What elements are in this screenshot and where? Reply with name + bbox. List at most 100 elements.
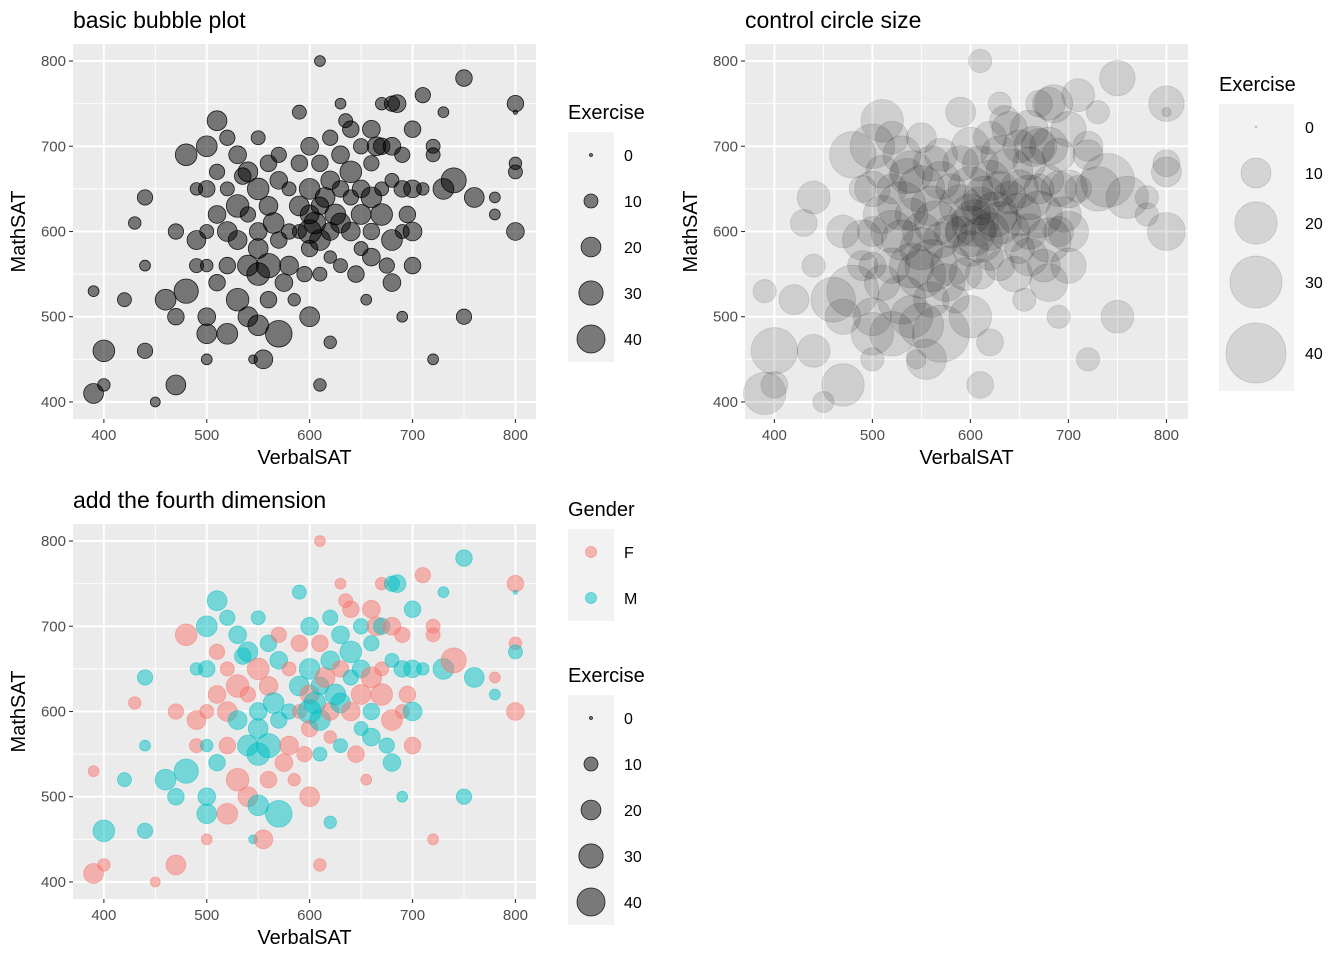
data-point: [165, 854, 187, 876]
legend-key-background: [568, 529, 614, 621]
data-point: [1147, 212, 1186, 251]
data-point: [398, 685, 417, 704]
data-point: [1040, 170, 1077, 208]
data-point: [1100, 299, 1135, 334]
panel-basic-bubble-plot: basic bubble plot 400 500 600 700 8004005006…: [8, 7, 645, 469]
data-point: [199, 224, 215, 239]
x-tick-label: 500: [194, 427, 219, 444]
data-point: [913, 200, 959, 246]
data-point: [921, 160, 961, 200]
data-point: [948, 295, 993, 339]
data-point: [154, 768, 177, 791]
data-point: [865, 155, 900, 189]
data-point: [796, 333, 831, 368]
data-point: [313, 858, 327, 872]
data-point: [1161, 107, 1172, 118]
data-point: [216, 802, 239, 825]
legend-size-key: [1225, 322, 1287, 384]
data-point: [255, 733, 282, 759]
legend-label: 10: [624, 194, 642, 211]
data-point: [374, 661, 390, 677]
data-point: [396, 310, 409, 323]
data-point: [262, 692, 285, 714]
data-point: [265, 320, 293, 348]
size-legend: Exercise 0 10 20 30 40: [1219, 74, 1323, 391]
data-point: [821, 363, 865, 407]
data-point: [117, 772, 132, 788]
data-point: [970, 212, 1010, 251]
data-point: [227, 710, 248, 730]
data-point: [331, 625, 350, 645]
x-axis-title: VerbalSAT: [919, 447, 1013, 469]
axes: 400 500 600 700 800 400 500 600 700 800: [713, 53, 1179, 444]
data-point: [225, 287, 250, 312]
data-point: [935, 173, 967, 205]
legend-size-key: [1240, 157, 1272, 189]
data-point: [427, 833, 439, 846]
x-tick-label: 800: [503, 907, 528, 924]
data-point: [174, 623, 198, 647]
data-point: [750, 327, 799, 375]
panel-control-circle-size: control circle size 400 500 600 700 80040050…: [680, 7, 1323, 469]
data-point: [200, 353, 213, 366]
legend-size-key: [589, 716, 593, 720]
data-point: [167, 703, 184, 720]
data-point: [299, 786, 320, 808]
legend-keys: 0 10 20 30 40: [576, 148, 642, 354]
data-point: [362, 119, 381, 139]
data-points: [83, 535, 525, 888]
data-point: [1020, 128, 1058, 165]
data-point: [92, 339, 116, 363]
data-point: [455, 788, 473, 805]
legend-title: Exercise: [568, 102, 645, 124]
y-tick-label: 400: [41, 394, 66, 411]
data-point: [312, 266, 328, 282]
data-point: [200, 258, 214, 273]
data-point: [1015, 190, 1063, 239]
data-point: [291, 584, 307, 600]
data-point: [899, 226, 944, 271]
data-point: [801, 253, 826, 278]
data-point: [339, 160, 363, 184]
data-point: [1152, 149, 1181, 178]
data-point: [506, 702, 525, 721]
data-point: [97, 858, 111, 872]
data-point: [290, 154, 309, 173]
data-point: [976, 328, 1004, 357]
data-point: [824, 298, 862, 335]
data-point: [877, 275, 927, 325]
data-point: [985, 148, 1034, 196]
data-point: [387, 574, 407, 593]
data-point: [860, 347, 885, 372]
y-tick-label: 700: [41, 138, 66, 155]
data-point: [873, 247, 911, 284]
data-point: [218, 256, 237, 275]
chart-title: add the fourth dimension: [73, 487, 326, 513]
axes: 400 500 600 700 800 400 500 600 700 800: [41, 533, 528, 924]
data-point: [167, 223, 184, 240]
data-point: [962, 145, 999, 182]
x-tick-label: 400: [91, 427, 116, 444]
data-point: [92, 819, 116, 843]
data-point: [136, 342, 154, 359]
data-point: [1009, 109, 1049, 149]
data-point: [360, 773, 373, 786]
data-point: [370, 683, 393, 706]
x-tick-label: 400: [762, 427, 787, 444]
data-point: [198, 180, 216, 198]
data-point: [149, 876, 161, 888]
data-point: [97, 378, 111, 392]
data-points: [742, 49, 1186, 416]
data-point: [314, 535, 326, 547]
data-point: [314, 55, 326, 67]
data-point: [270, 146, 287, 163]
y-tick-label: 600: [41, 704, 66, 721]
data-point: [951, 199, 999, 247]
data-point: [888, 242, 935, 289]
data-point: [440, 647, 467, 674]
data-point: [1027, 248, 1061, 283]
data-point: [128, 696, 142, 710]
x-axis-title: VerbalSAT: [257, 447, 351, 469]
data-point: [353, 618, 370, 635]
data-point: [1061, 78, 1096, 112]
